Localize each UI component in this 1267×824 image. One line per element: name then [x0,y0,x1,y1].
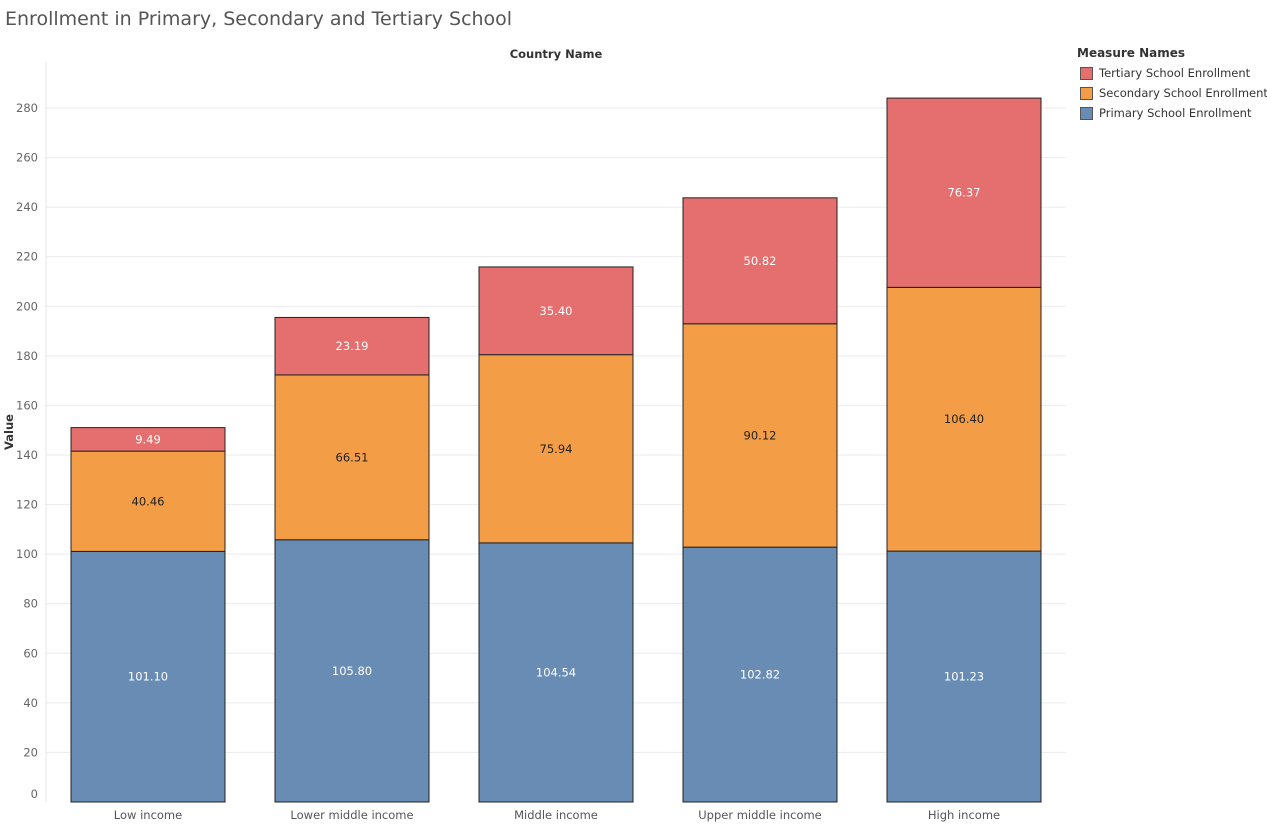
bar-stack: 102.82 90.12 50.82 [682,197,838,803]
bar-segment [478,266,634,356]
data-label: 105.80 [332,664,372,678]
legend-label: Primary School Enrollment [1099,106,1252,120]
y-tick-label: 0 [31,787,38,801]
x-axis: Low income Lower middle income Middle inco… [114,808,1000,822]
bar-segment [70,550,226,803]
legend-swatch [1080,106,1093,120]
bar-stack: 101.10 40.46 9.49 [70,427,226,803]
bar-segment [274,316,430,376]
y-tick-label: 220 [16,250,38,264]
data-label: 75.94 [540,442,573,456]
bar-segment [70,450,226,552]
y-axis: 0 20 40 60 80 100 120 140 160 180 200 220 240 260 280 [16,62,47,802]
x-tick-label: Lower middle income [290,808,413,822]
bar-segment [274,374,430,541]
y-tick-label: 20 [23,745,38,759]
y-tick-label: 140 [16,448,38,462]
legend-swatch [1080,66,1093,80]
legend-label: Secondary School Enrollment [1099,86,1267,100]
data-label: 106.40 [944,412,984,426]
y-tick-label: 160 [16,398,38,412]
legend-title: Measure Names [1077,46,1186,60]
y-tick-label: 200 [16,299,38,313]
bar-stack: 105.80 66.51 23.19 [274,316,430,803]
bar-segment [682,546,838,803]
data-label: 40.46 [132,494,165,508]
x-tick-label: Middle income [514,808,598,822]
data-label: 9.49 [135,432,161,446]
column-header: Country Name [510,47,603,61]
data-label: 101.23 [944,670,984,684]
y-tick-label: 80 [23,597,38,611]
y-tick-label: 40 [23,696,38,710]
legend-item[interactable]: Primary School Enrollment [1077,103,1267,123]
bar-stack: 101.23 106.40 76.37 [886,97,1042,803]
data-label: 90.12 [744,428,777,442]
y-tick-label: 260 [16,151,38,165]
x-tick-label: Upper middle income [698,808,822,822]
bar-segment [886,286,1042,552]
data-label: 76.37 [948,186,981,200]
data-label: 35.40 [540,304,573,318]
bar-segment [478,542,634,803]
x-tick-label: High income [928,808,1000,822]
data-label: 102.82 [740,668,780,682]
y-tick-label: 100 [16,547,38,561]
bar-segment [70,427,226,452]
data-label: 101.10 [128,670,168,684]
y-tick-label: 240 [16,200,38,214]
data-label: 66.51 [336,450,369,464]
legend-swatch [1080,86,1093,100]
data-label: 50.82 [744,254,777,268]
bar-segment [274,539,430,803]
data-label: 104.54 [536,665,576,679]
y-tick-label: 280 [16,101,38,115]
bar-segment [682,323,838,548]
bar-stack: 104.54 75.94 35.40 [478,266,634,803]
y-tick-label: 60 [23,646,38,660]
bar-segment [478,354,634,544]
chart-title: Enrollment in Primary, Secondary and Ter… [5,8,513,30]
legend-items: Tertiary School Enrollment Secondary Scho… [1077,63,1267,123]
bar-segment [886,97,1042,288]
y-axis-label: Value [2,414,16,450]
legend: Measure Names Tertiary School Enrollment… [1077,46,1267,123]
bar-segment [886,550,1042,803]
bar-segment [682,197,838,325]
y-tick-label: 120 [16,498,38,512]
bars: 101.10 40.46 9.49 105.80 66.51 23.19 104.54 75.… [70,97,1042,803]
y-tick-label: 180 [16,349,38,363]
legend-label: Tertiary School Enrollment [1099,66,1251,80]
data-label: 23.19 [336,339,369,353]
legend-item[interactable]: Tertiary School Enrollment [1077,63,1267,83]
legend-item[interactable]: Secondary School Enrollment [1077,83,1267,103]
x-tick-label: Low income [114,808,182,822]
